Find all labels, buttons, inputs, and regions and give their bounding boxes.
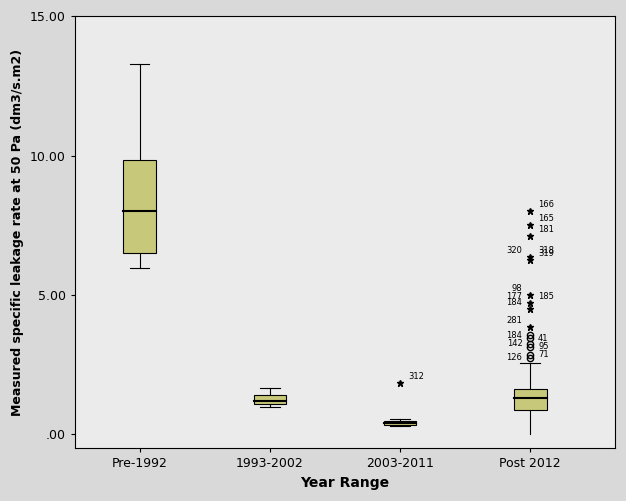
Text: 177: 177 bbox=[506, 292, 523, 301]
Text: 184: 184 bbox=[506, 298, 523, 307]
Text: 165: 165 bbox=[538, 214, 554, 223]
Bar bbox=[123, 160, 156, 253]
Text: 281: 281 bbox=[506, 316, 523, 325]
Text: 320: 320 bbox=[506, 246, 523, 255]
Text: 142: 142 bbox=[506, 339, 523, 348]
Text: 185: 185 bbox=[538, 292, 554, 301]
Text: 166: 166 bbox=[538, 200, 554, 209]
Text: 318: 318 bbox=[538, 246, 554, 255]
Y-axis label: Measured specific leakage rate at 50 Pa (dm3/s.m2): Measured specific leakage rate at 50 Pa … bbox=[11, 49, 24, 416]
Bar bbox=[254, 395, 286, 404]
Text: 181: 181 bbox=[538, 225, 554, 234]
Text: 184: 184 bbox=[506, 331, 523, 340]
Text: 71: 71 bbox=[538, 350, 549, 359]
Bar bbox=[384, 421, 416, 425]
Text: 41: 41 bbox=[538, 334, 548, 343]
Text: 95: 95 bbox=[538, 342, 548, 351]
Text: 126: 126 bbox=[506, 353, 523, 362]
Bar bbox=[514, 389, 546, 410]
Text: 312: 312 bbox=[408, 372, 424, 381]
X-axis label: Year Range: Year Range bbox=[300, 476, 389, 490]
Text: 98: 98 bbox=[512, 284, 523, 293]
Text: 319: 319 bbox=[538, 249, 554, 258]
